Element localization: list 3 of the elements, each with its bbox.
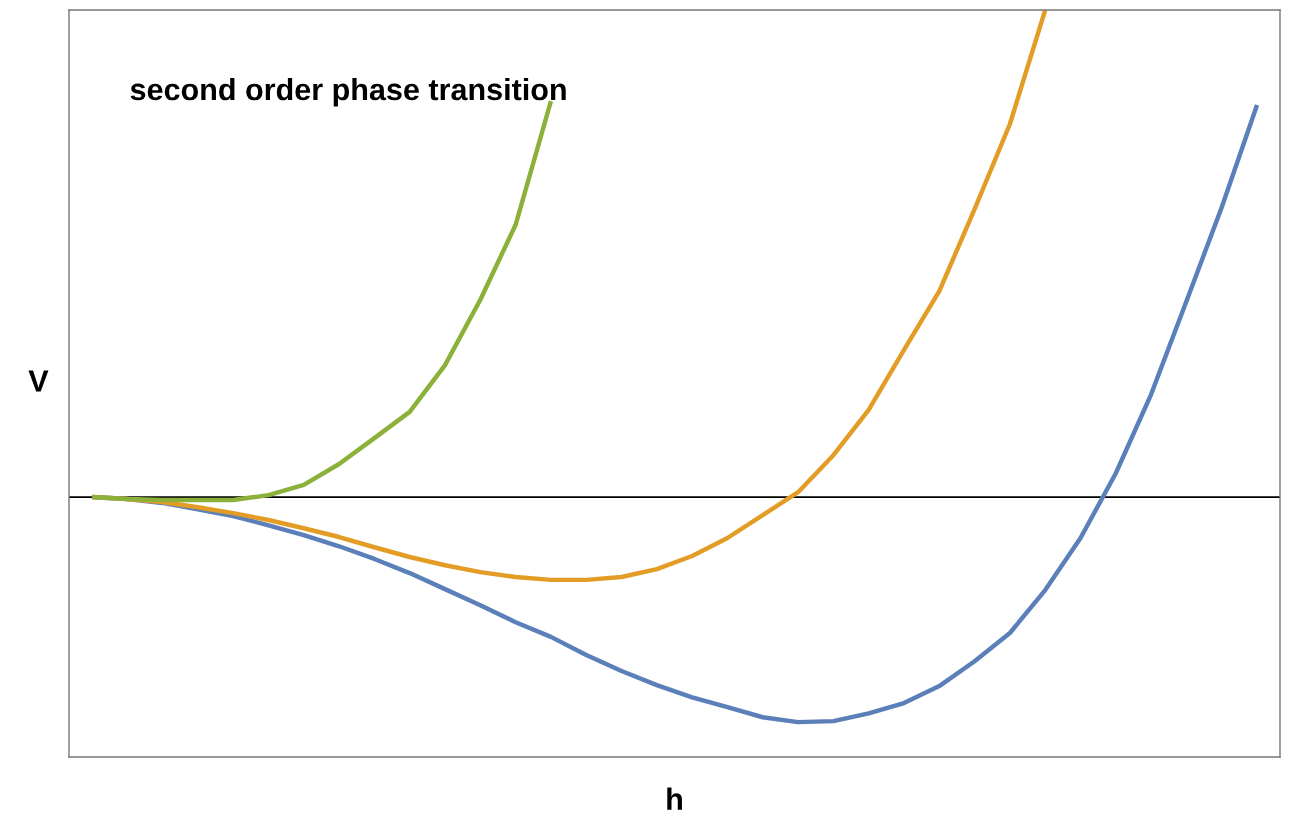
annotation: second order phase transition [130,77,566,107]
x-axis-title: h [667,787,682,810]
y-axis-title: V [28,370,49,392]
